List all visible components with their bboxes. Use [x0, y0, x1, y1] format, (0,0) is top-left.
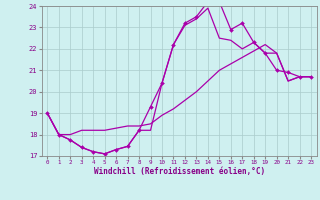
X-axis label: Windchill (Refroidissement éolien,°C): Windchill (Refroidissement éolien,°C): [94, 167, 265, 176]
